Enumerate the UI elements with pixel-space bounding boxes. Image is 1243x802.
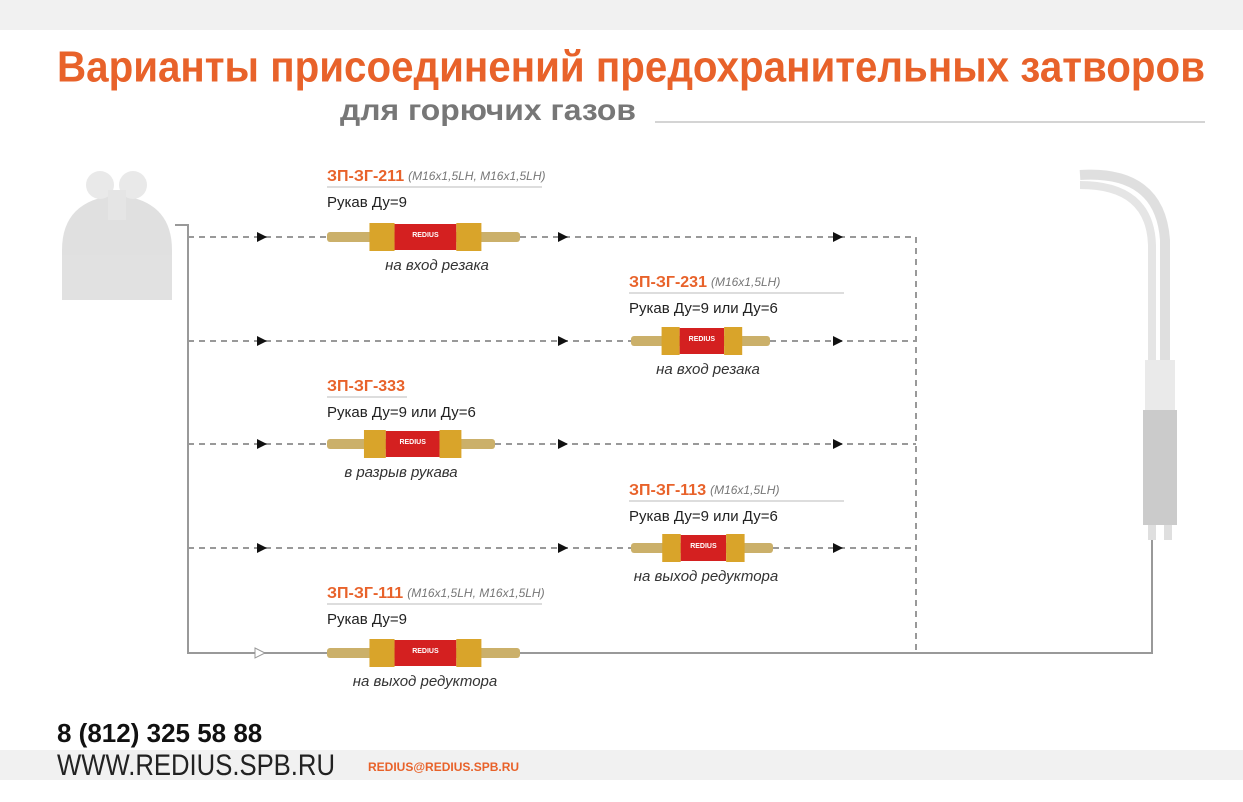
nut bbox=[369, 223, 395, 251]
arrow bbox=[558, 232, 568, 242]
nut bbox=[439, 430, 462, 458]
nut bbox=[369, 639, 395, 667]
title: Варианты присоединений предохранительных… bbox=[57, 43, 1205, 92]
valve: REDIUS bbox=[631, 327, 770, 355]
arrow bbox=[558, 336, 568, 346]
caption: на выход редуктора bbox=[353, 673, 498, 690]
body bbox=[679, 328, 725, 354]
arrow bbox=[257, 543, 267, 553]
arrow bbox=[254, 647, 267, 659]
hose-size: Рукав Ду=9 или Ду=6 bbox=[629, 508, 778, 525]
caption: на вход резака bbox=[385, 257, 489, 274]
arrow bbox=[833, 336, 843, 346]
body bbox=[385, 431, 440, 457]
arrow bbox=[257, 439, 267, 449]
model: ЗП-ЗГ-111 bbox=[327, 585, 403, 602]
site: WWW.REDIUS.SPB.RU bbox=[57, 749, 335, 782]
hose-size: Рукав Ду=9 bbox=[327, 611, 407, 628]
caption: в разрыв рукава bbox=[344, 464, 457, 481]
nut bbox=[363, 430, 386, 458]
valve: REDIUS bbox=[631, 534, 773, 562]
arrow bbox=[558, 543, 568, 553]
brand: REDIUS bbox=[690, 543, 717, 550]
connections bbox=[175, 224, 1153, 654]
brand: REDIUS bbox=[412, 648, 439, 655]
brand: REDIUS bbox=[399, 439, 426, 446]
brand: REDIUS bbox=[689, 336, 716, 343]
valve: REDIUS bbox=[327, 430, 495, 458]
arrow bbox=[833, 543, 843, 553]
nut bbox=[456, 223, 482, 251]
model: ЗП-ЗГ-211 bbox=[327, 168, 404, 185]
nut bbox=[662, 534, 681, 562]
body bbox=[394, 224, 457, 250]
phone: 8 (812) 325 58 88 bbox=[57, 718, 262, 748]
nut bbox=[724, 327, 743, 355]
nut bbox=[661, 327, 680, 355]
hose-size: Рукав Ду=9 или Ду=6 bbox=[327, 404, 476, 421]
body bbox=[394, 640, 457, 666]
body bbox=[680, 535, 727, 561]
arrow bbox=[257, 232, 267, 242]
spec: (M16x1,5LH, M16x1,5LH) bbox=[407, 586, 544, 600]
nut bbox=[456, 639, 482, 667]
model: ЗП-ЗГ-333 bbox=[327, 378, 405, 395]
brand: REDIUS bbox=[412, 232, 439, 239]
torch bbox=[1079, 169, 1177, 540]
valve: REDIUS bbox=[327, 223, 520, 251]
bottom-band bbox=[0, 750, 1243, 780]
top-band bbox=[0, 0, 1243, 30]
caption: на выход редуктора bbox=[634, 568, 779, 585]
spec: (M16x1,5LH) bbox=[711, 275, 780, 289]
arrow bbox=[257, 336, 267, 346]
spec: (M16x1,5LH) bbox=[710, 483, 779, 497]
subtitle: для горючих газов bbox=[340, 94, 636, 127]
arrow bbox=[833, 439, 843, 449]
hose-size: Рукав Ду=9 bbox=[327, 194, 407, 211]
valve: REDIUS bbox=[327, 639, 520, 667]
email: REDIUS@REDIUS.SPB.RU bbox=[368, 760, 519, 774]
arrow bbox=[558, 439, 568, 449]
hose-size: Рукав Ду=9 или Ду=6 bbox=[629, 300, 778, 317]
nut bbox=[726, 534, 745, 562]
model: ЗП-ЗГ-231 bbox=[629, 274, 707, 291]
arrow bbox=[833, 232, 843, 242]
spec: (M16x1,5LH, M16x1,5LH) bbox=[408, 169, 545, 183]
model: ЗП-ЗГ-113 bbox=[629, 482, 706, 499]
gas-cylinder bbox=[62, 171, 172, 300]
caption: на вход резака bbox=[656, 361, 760, 378]
